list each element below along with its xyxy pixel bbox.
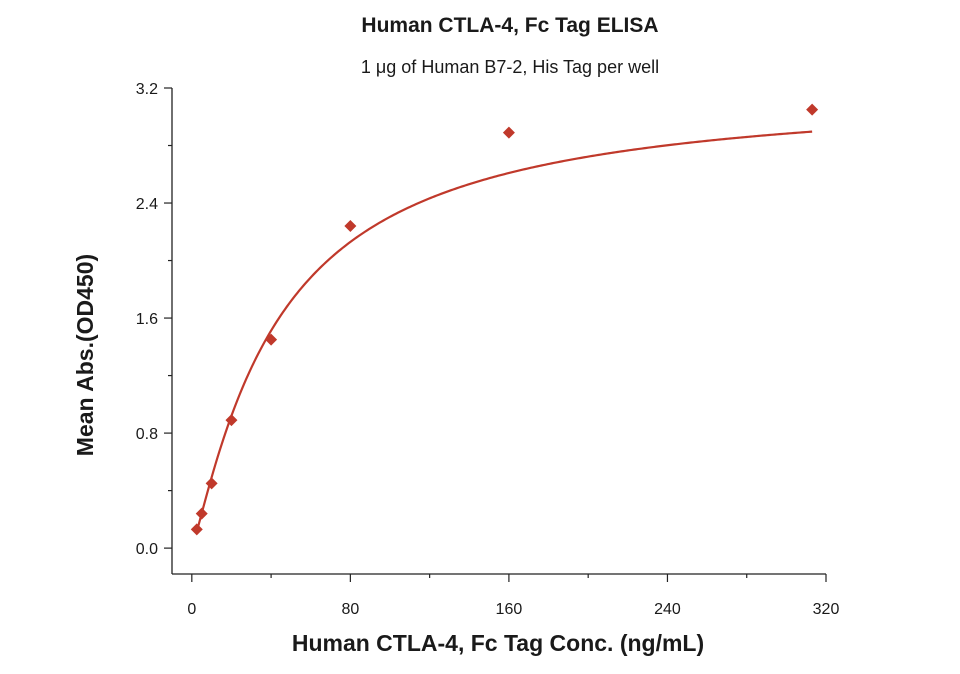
y-tick-label: 0.0 (136, 541, 158, 558)
x-tick-label: 240 (654, 601, 681, 618)
data-points (190, 103, 819, 536)
data-point (806, 103, 819, 116)
y-tick-label: 2.4 (136, 196, 158, 213)
chart-title: Human CTLA-4, Fc Tag ELISA (361, 14, 658, 37)
data-point (502, 126, 515, 139)
fit-curve-group (195, 130, 813, 533)
x-axis-label: Human CTLA-4, Fc Tag Conc. (ng/mL) (292, 630, 704, 656)
chart-subtitle: 1 μg of Human B7-2, His Tag per well (361, 57, 659, 77)
y-tick-label: 1.6 (136, 311, 158, 328)
x-tick-label: 160 (496, 601, 523, 618)
data-point (205, 477, 218, 490)
data-point (344, 220, 357, 233)
y-tick-label: 3.2 (136, 81, 158, 98)
data-point (225, 414, 238, 427)
data-point (265, 333, 278, 346)
x-tick-label: 80 (341, 601, 359, 618)
y-tick-label: 0.8 (136, 426, 158, 443)
data-point (195, 507, 208, 520)
x-tick-label: 320 (813, 601, 840, 618)
data-point (190, 523, 203, 536)
x-tick-label: 0 (187, 601, 196, 618)
fit-curve (195, 130, 813, 533)
axes (171, 88, 826, 575)
ticks: 0.0 0.8 1.6 2.4 3.2 0 80 160 240 320 (136, 81, 840, 618)
y-axis-label: Mean Abs.(OD450) (72, 254, 98, 456)
